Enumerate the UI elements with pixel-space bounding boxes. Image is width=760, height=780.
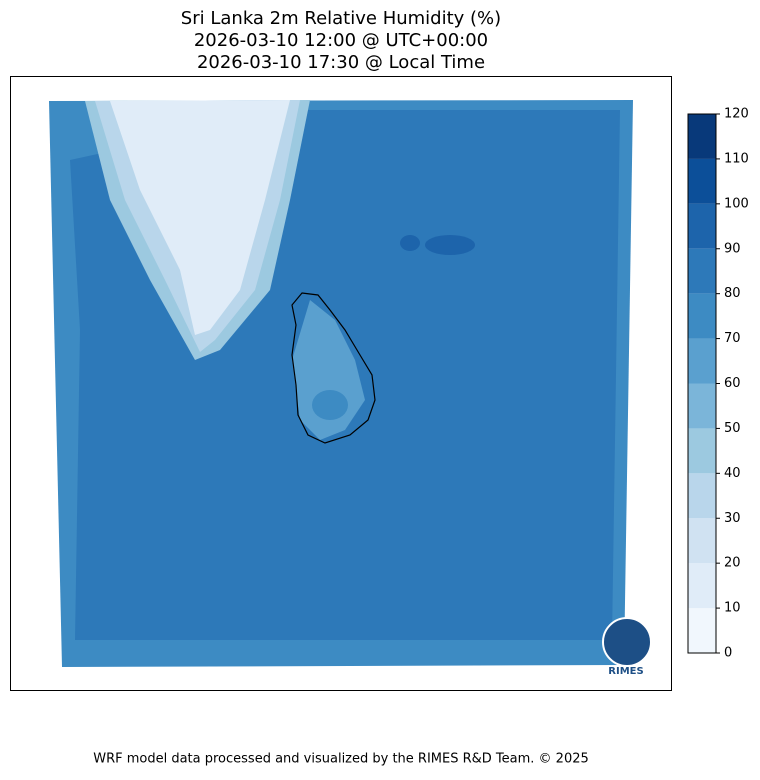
title-line: 2026-03-10 12:00 @ UTC+00:00 [194,30,488,51]
colorbar-segment [688,114,716,159]
colorbar-tick-label: 120 [724,107,749,122]
colorbar-segment [688,608,716,653]
footer: WRF model data processed and visualized … [93,752,589,767]
colorbar-tick-label: 80 [724,286,741,301]
colorbar-segment [688,473,716,519]
colorbar-segment [688,338,716,384]
colorbar-tick-label: 40 [724,466,741,481]
sri-lanka-coastline [291,292,376,444]
colorbar-tick-label: 90 [724,241,741,256]
colorbar-segment [688,248,716,294]
colorbar-segment [688,383,716,429]
colorbar-segment [688,158,716,204]
colorbar-tick-label: 30 [724,511,741,526]
logo-text: RIMES [608,666,643,677]
colorbar: 0 10 20 30 40 50 60 70 80 90 100 110 120 [687,107,749,661]
humidity-field [49,100,633,667]
colorbar-segment [688,428,716,474]
logo-emblem [602,617,652,667]
colorbar-tick-label: 10 [724,601,741,616]
colorbar-tick-label: 20 [724,556,741,571]
colorbar-tick-label: 110 [724,151,749,166]
title-line: Sri Lanka 2m Relative Humidity (%) [181,8,501,29]
colorbar-segment [688,518,716,564]
colorbar-segment [688,293,716,339]
colorbar-tick-label: 0 [724,646,732,661]
colorbar-tick-label: 60 [724,376,741,391]
colorbar-segment [688,203,716,249]
colorbar-tick-label: 50 [724,421,741,436]
colorbar-tick-label: 70 [724,331,741,346]
colorbar-segment [688,563,716,609]
title-line: 2026-03-10 17:30 @ Local Time [197,52,485,73]
colorbar-tick-label: 100 [724,196,749,211]
